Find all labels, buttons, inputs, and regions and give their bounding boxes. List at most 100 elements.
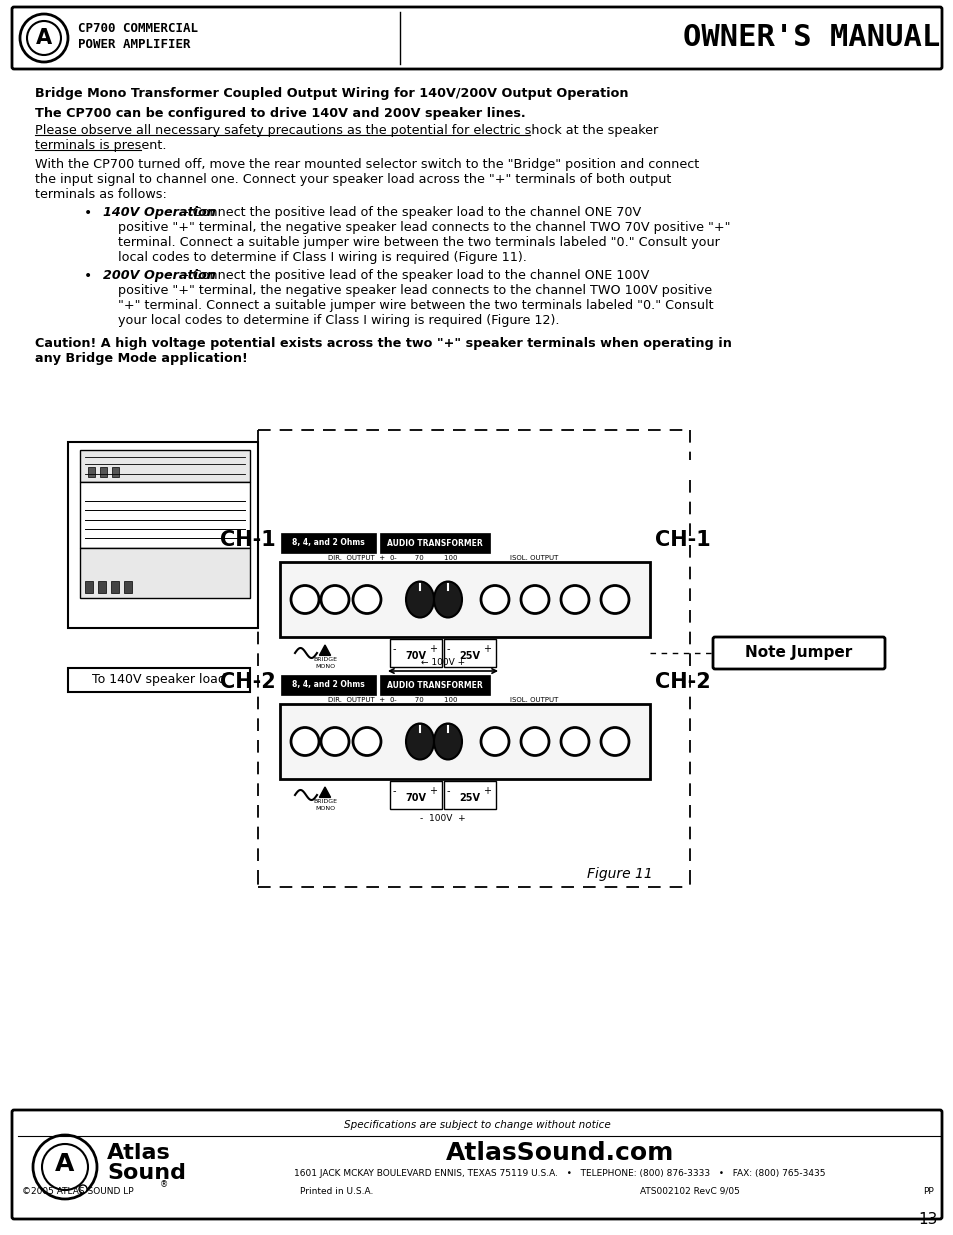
Bar [443,781,496,809]
Bar [390,638,441,667]
Circle shape [520,727,548,756]
Bar [80,482,250,548]
Bar [68,668,250,692]
Bar [281,676,375,695]
Bar [281,534,375,553]
Text: To 140V speaker load: To 140V speaker load [92,673,226,687]
Text: local codes to determine if Class I wiring is required (Figure 11).: local codes to determine if Class I wiri… [118,251,526,264]
Text: 8, 4, and 2 Ohms: 8, 4, and 2 Ohms [292,538,364,547]
Text: CH-2: CH-2 [655,672,710,692]
Bar [98,580,106,593]
Text: "+" terminal. Connect a suitable jumper wire between the two terminals labeled ": "+" terminal. Connect a suitable jumper … [118,299,713,312]
Bar [88,467,95,477]
Text: -  100V  +: - 100V + [419,814,465,823]
Text: -: - [447,643,450,655]
Bar [280,704,649,779]
Text: Caution! A high voltage potential exists across the two "+" speaker terminals wh: Caution! A high voltage potential exists… [35,337,731,350]
Text: the input signal to channel one. Connect your speaker load across the "+" termin: the input signal to channel one. Connect… [35,173,671,186]
Bar [100,467,107,477]
Circle shape [560,727,588,756]
Circle shape [600,585,628,614]
Text: Bridge Mono Transformer Coupled Output Wiring for 140V/200V Output Operation: Bridge Mono Transformer Coupled Output W… [35,86,628,100]
Text: PP: PP [923,1187,933,1195]
Text: 140V Operation: 140V Operation [103,206,215,219]
Ellipse shape [434,724,461,760]
Circle shape [291,727,318,756]
Circle shape [480,585,509,614]
FancyBboxPatch shape [12,1110,941,1219]
Text: CH-1: CH-1 [655,530,710,550]
Text: ← 100V +: ← 100V + [420,658,464,667]
Text: •: • [84,269,92,283]
Text: BRIDGE: BRIDGE [313,799,336,804]
Text: ISOL. OUTPUT: ISOL. OUTPUT [510,697,558,703]
Text: CH-1: CH-1 [220,530,275,550]
Text: 1601 JACK MCKAY BOULEVARD ENNIS, TEXAS 75119 U.S.A.   •   TELEPHONE: (800) 876-3: 1601 JACK MCKAY BOULEVARD ENNIS, TEXAS 7… [294,1168,825,1177]
Text: -: - [393,785,396,797]
Bar [80,548,250,598]
Bar [80,450,250,482]
Text: A: A [55,1152,74,1176]
Bar [379,676,490,695]
Text: 8, 4, and 2 Ohms: 8, 4, and 2 Ohms [292,680,364,689]
Text: positive "+" terminal, the negative speaker lead connects to the channel TWO 70V: positive "+" terminal, the negative spea… [118,221,730,233]
Circle shape [353,585,380,614]
FancyBboxPatch shape [12,7,941,69]
Text: AUDIO TRANSFORMER: AUDIO TRANSFORMER [387,680,482,689]
Circle shape [291,585,318,614]
Text: AtlasSound.com: AtlasSound.com [445,1141,674,1165]
Text: terminals is present.: terminals is present. [35,140,167,152]
Text: With the CP700 turned off, move the rear mounted selector switch to the "Bridge": With the CP700 turned off, move the rear… [35,158,699,170]
Circle shape [27,21,61,56]
Text: - Connect the positive lead of the speaker load to the channel ONE 70V: - Connect the positive lead of the speak… [180,206,640,219]
Polygon shape [319,645,331,656]
Bar [85,580,92,593]
Circle shape [20,14,68,62]
Ellipse shape [406,724,434,760]
Text: Please observe all necessary safety precautions as the potential for electric sh: Please observe all necessary safety prec… [35,124,658,137]
Text: terminal. Connect a suitable jumper wire between the two terminals labeled "0." : terminal. Connect a suitable jumper wire… [118,236,720,249]
Text: POWER AMPLIFIER: POWER AMPLIFIER [78,37,191,51]
Text: 200V Operation: 200V Operation [103,269,215,282]
Text: Note Jumper: Note Jumper [744,646,852,661]
Text: MONO: MONO [314,806,335,811]
Circle shape [320,585,349,614]
Bar [124,580,132,593]
Circle shape [42,1144,88,1191]
Text: CH-2: CH-2 [220,672,275,692]
Circle shape [520,585,548,614]
Text: any Bridge Mode application!: any Bridge Mode application! [35,352,248,366]
Text: positive "+" terminal, the negative speaker lead connects to the channel TWO 100: positive "+" terminal, the negative spea… [118,284,711,296]
Text: Sound: Sound [107,1163,186,1183]
Bar [443,638,496,667]
Text: 70V: 70V [405,651,426,661]
Text: +: + [482,785,491,797]
Text: Figure 11: Figure 11 [586,867,652,881]
Text: 25V: 25V [459,651,480,661]
Text: CP700 COMMERCIAL: CP700 COMMERCIAL [78,22,198,36]
Text: ©2005 ATLAS SOUND LP: ©2005 ATLAS SOUND LP [22,1187,133,1195]
Text: DIR.  OUTPUT  +    -: DIR. OUTPUT + - [328,555,396,561]
Text: •: • [84,206,92,220]
Text: Specifications are subject to change without notice: Specifications are subject to change wit… [343,1120,610,1130]
Text: BRIDGE: BRIDGE [313,657,336,662]
Circle shape [320,727,349,756]
Circle shape [79,1186,87,1193]
Bar [112,467,119,477]
Text: -: - [447,785,450,797]
Text: ISOL. OUTPUT: ISOL. OUTPUT [510,555,558,561]
Text: your local codes to determine if Class I wiring is required (Figure 12).: your local codes to determine if Class I… [118,314,558,327]
Circle shape [33,1135,97,1199]
Ellipse shape [434,582,461,618]
Circle shape [353,727,380,756]
Text: +: + [429,785,436,797]
Text: +: + [482,643,491,655]
Bar [111,580,119,593]
Text: 0         70         100: 0 70 100 [390,697,457,703]
Text: MONO: MONO [314,664,335,669]
Text: Atlas: Atlas [107,1144,171,1163]
Bar [280,562,649,637]
Circle shape [560,585,588,614]
Bar [390,781,441,809]
Bar [68,442,257,629]
